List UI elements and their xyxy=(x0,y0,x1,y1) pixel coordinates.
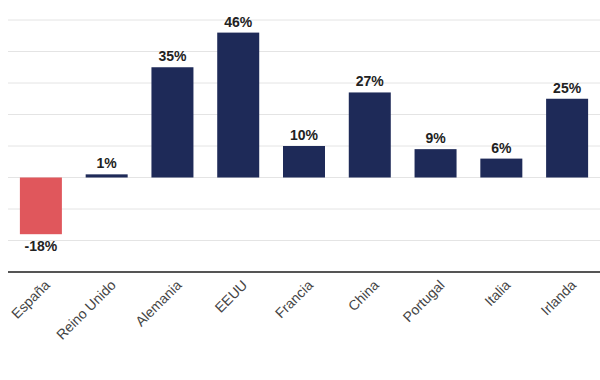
bar xyxy=(20,178,62,235)
data-label: 6% xyxy=(491,140,512,156)
x-tick-label: China xyxy=(345,277,382,314)
x-tick-label: España xyxy=(8,277,53,322)
data-label: 1% xyxy=(97,155,118,171)
data-label: 27% xyxy=(356,73,385,89)
chart: -18% 1% 35% 46% 10% 27% 9% 6% 25% EspañaReino Uni… xyxy=(0,0,600,380)
bar xyxy=(151,67,193,177)
data-label: 10% xyxy=(290,127,319,143)
data-label: 25% xyxy=(553,80,582,96)
bar xyxy=(86,174,128,177)
bar xyxy=(415,149,457,177)
bar xyxy=(217,33,259,178)
data-label: 35% xyxy=(158,48,187,64)
x-tick-label: Italia xyxy=(481,277,513,309)
data-label: 46% xyxy=(224,14,253,30)
x-tick-label: EEUU xyxy=(212,277,251,316)
bar xyxy=(546,99,588,178)
x-tick-label: Reino Unido xyxy=(53,277,119,343)
grid-line xyxy=(8,209,600,210)
bars xyxy=(20,33,588,235)
x-tick-label: Irlanda xyxy=(538,277,580,319)
x-tick-label: Portugal xyxy=(399,277,447,325)
data-label: -18% xyxy=(25,238,58,254)
x-axis-line xyxy=(8,271,600,273)
x-tick-label: Alemania xyxy=(132,277,185,330)
bar xyxy=(283,146,325,178)
grid-line xyxy=(8,240,600,241)
grid-line xyxy=(8,114,600,115)
grid-line xyxy=(8,271,600,273)
bar xyxy=(349,92,391,177)
bar xyxy=(480,159,522,178)
grid-line xyxy=(8,20,600,21)
data-label: 9% xyxy=(425,130,446,146)
grid-line xyxy=(8,51,600,52)
grid-line xyxy=(8,83,600,84)
chart-container: -18% 1% 35% 46% 10% 27% 9% 6% 25% EspañaReino Uni… xyxy=(0,0,600,380)
x-tick-label: Francia xyxy=(272,277,316,321)
